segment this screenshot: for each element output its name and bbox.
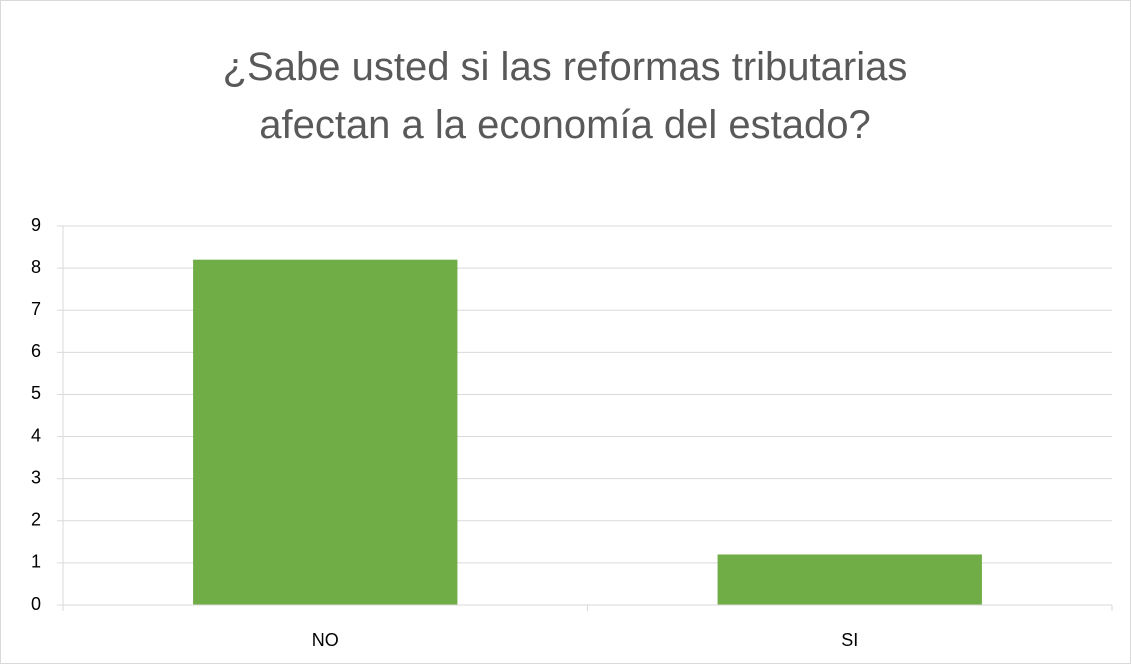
y-tick-label: 9 — [31, 215, 41, 235]
bar — [717, 554, 982, 605]
chart-title: ¿Sabe usted si las reformas tributarias … — [222, 45, 908, 147]
y-tick-label: 7 — [31, 299, 41, 319]
y-tick-label: 0 — [31, 594, 41, 614]
y-tick-label: 5 — [31, 383, 41, 403]
y-tick-label: 3 — [31, 467, 41, 487]
y-tick-label: 6 — [31, 341, 41, 361]
y-tick-label: 8 — [31, 257, 41, 277]
x-tick-label: SI — [841, 630, 858, 650]
bar — [193, 259, 458, 605]
y-tick-label: 4 — [31, 425, 41, 445]
y-tick-label: 2 — [31, 510, 41, 530]
x-tick-label: NO — [312, 630, 339, 650]
y-tick-label: 1 — [31, 552, 41, 572]
